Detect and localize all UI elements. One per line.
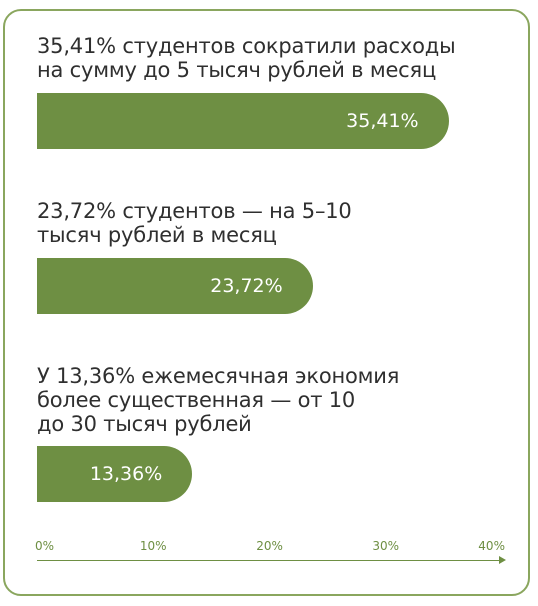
x-tick-label: 10% [139, 539, 167, 553]
bar-value-label-2: 23,72% [210, 275, 283, 297]
chart-card [3, 9, 530, 596]
x-tick-label: 30% [372, 539, 400, 553]
x-tick-label: 20% [256, 539, 283, 553]
x-tick-label: 40% [478, 539, 505, 553]
bar-2 [37, 258, 313, 314]
bar-caption-3: У 13,36% ежемесячная экономия более суще… [37, 364, 400, 436]
bar-1 [37, 93, 449, 149]
bar-caption-2: 23,72% студентов — на 5–10 тысяч рублей … [37, 199, 352, 247]
x-axis-line [37, 560, 502, 561]
x-axis-arrow-icon [499, 556, 506, 564]
bar-value-label-3: 13,36% [89, 463, 163, 485]
bar-value-label-1: 35,41% [346, 110, 419, 132]
bar-caption-1: 35,41% студентов сократили расходы на су… [37, 34, 456, 82]
x-tick-label: 0% [35, 539, 55, 553]
bar-3 [37, 446, 193, 502]
